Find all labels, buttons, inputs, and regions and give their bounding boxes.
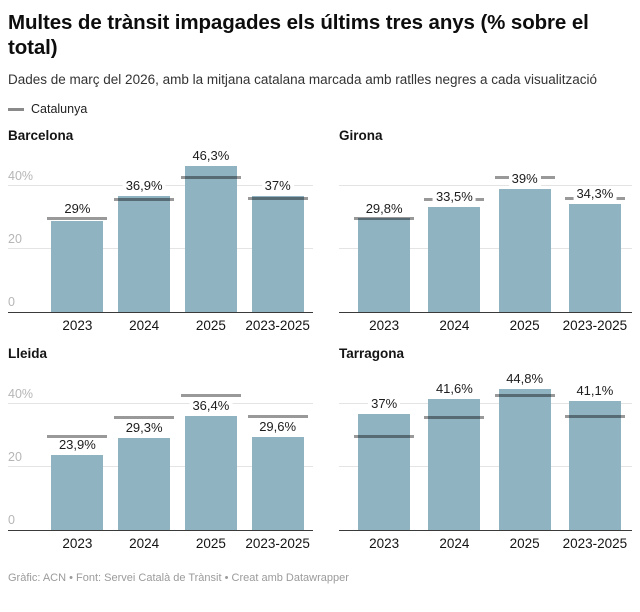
- x-tick-label-2024: 2024: [439, 318, 470, 334]
- legend-label: Catalunya: [31, 102, 88, 117]
- panel-xaxis-girona: 2023 2024 2025 2023-2025: [339, 312, 632, 336]
- x-tick-label-2023: 2023: [62, 536, 93, 552]
- bar-2024: [118, 437, 171, 531]
- panel-girona: Girona 29,8% 33,5% 39% 34,3% 2023 2024 2025 20…: [339, 128, 632, 336]
- bar-2024: [428, 206, 481, 313]
- y-tick-label-20: 20: [8, 449, 22, 464]
- gridline-20: [339, 466, 632, 468]
- bar-2023-2025: [568, 400, 621, 531]
- bar-2025: [184, 166, 237, 313]
- y-tick-label-40: 40%: [8, 386, 34, 401]
- catalunya-mean-marker-2023: [354, 434, 415, 438]
- value-label-2025: 46,3%: [189, 149, 233, 164]
- catalunya-mean-marker-2023-2025: [564, 415, 625, 419]
- value-label-2023-2025: 29,6%: [256, 420, 300, 435]
- panel-plot-tarragona: 37% 41,6% 44,8% 41,1%: [339, 366, 632, 532]
- x-tick-label-2023-2025: 2023-2025: [562, 536, 628, 552]
- panel-xaxis-tarragona: 2023 2024 2025 2023-2025: [339, 530, 632, 554]
- bar-2024: [118, 196, 171, 313]
- catalunya-mean-marker-2023: [47, 216, 108, 220]
- x-tick-label-2023: 2023: [369, 536, 400, 552]
- x-tick-label-2023-2025: 2023-2025: [245, 318, 310, 334]
- x-tick-label-2023-2025: 2023-2025: [245, 536, 310, 552]
- x-tick-label-2025: 2025: [195, 536, 226, 552]
- panel-xaxis-lleida: 2023 2024 2025 2023-2025: [8, 530, 313, 554]
- catalunya-mean-marker-2025: [180, 393, 241, 397]
- catalunya-mean-marker-2025: [494, 393, 555, 397]
- catalunya-mean-marker-2023: [354, 216, 415, 220]
- value-label-2023-2025: 34,3%: [573, 187, 617, 202]
- panel-title-lleida: Lleida: [8, 346, 48, 362]
- y-tick-label-0: 0: [8, 294, 15, 309]
- catalunya-mean-marker-2024: [424, 415, 485, 419]
- value-label-2025: 44,8%: [503, 372, 547, 387]
- x-tick-label-2023: 2023: [369, 318, 400, 334]
- bar-2023-2025: [251, 437, 304, 531]
- x-tick-label-2023-2025: 2023-2025: [562, 318, 628, 334]
- value-label-2024: 36,9%: [122, 179, 166, 194]
- panel-barcelona: Barcelona 0 20 40% 29% 36,9% 46,3% 37% 2023 202…: [8, 128, 313, 336]
- bar-2025: [498, 189, 551, 313]
- panel-title-tarragona: Tarragona: [339, 346, 405, 362]
- y-tick-label-20: 20: [8, 231, 22, 246]
- catalunya-mean-marker-2023-2025: [247, 197, 308, 201]
- value-label-2024: 33,5%: [432, 189, 476, 204]
- catalunya-mean-marker-2025: [180, 175, 241, 179]
- panel-plot-lleida: 0 20 40% 23,9% 29,3% 36,4% 29,6%: [8, 366, 313, 532]
- value-label-2023: 37%: [368, 396, 401, 411]
- catalunya-mean-marker-2024: [114, 197, 175, 201]
- value-label-2024: 29,3%: [122, 420, 166, 435]
- panel-title-barcelona: Barcelona: [8, 128, 74, 144]
- chart-footer-byline: Gràfic: ACN • Font: Servei Català de Trà…: [8, 572, 349, 585]
- bar-2023: [51, 220, 104, 313]
- value-label-2025: 36,4%: [189, 398, 233, 413]
- chart-title: Multes de trànsit impagades els últims t…: [8, 11, 589, 59]
- catalunya-mean-marker-2023: [47, 434, 108, 438]
- panel-plot-girona: 29,8% 33,5% 39% 34,3%: [339, 148, 632, 314]
- y-tick-label-0: 0: [8, 512, 15, 527]
- value-label-2023-2025: 37%: [261, 178, 294, 193]
- panel-tarragona: Tarragona 37% 41,6% 44,8% 41,1% 2023 2024 202…: [339, 346, 632, 554]
- bar-2023: [358, 218, 411, 313]
- value-label-2024: 41,6%: [432, 382, 476, 397]
- panel-title-girona: Girona: [339, 128, 383, 144]
- bar-2023-2025: [568, 204, 621, 313]
- x-tick-label-2024: 2024: [439, 536, 470, 552]
- catalunya-mean-marker-2024: [114, 415, 175, 419]
- panel-plot-barcelona: 0 20 40% 29% 36,9% 46,3% 37%: [8, 148, 313, 314]
- x-tick-label-2025: 2025: [509, 536, 540, 552]
- panel-xaxis-barcelona: 2023 2024 2025 2023-2025: [8, 312, 313, 336]
- value-label-2023-2025: 41,1%: [573, 383, 617, 398]
- x-tick-label-2025: 2025: [195, 318, 226, 334]
- catalunya-mean-dash-icon: [8, 108, 24, 111]
- value-label-2025: 39%: [508, 172, 541, 187]
- bar-2023-2025: [251, 195, 304, 313]
- panel-lleida: Lleida 0 20 40% 23,9% 29,3% 36,4% 29,6% 2023 20…: [8, 346, 313, 554]
- x-tick-label-2025: 2025: [509, 318, 540, 334]
- gridline-40: [339, 403, 632, 405]
- bar-2025: [498, 389, 551, 531]
- value-label-2023: 23,9%: [55, 437, 99, 452]
- value-label-2023: 29,8%: [362, 202, 406, 217]
- bar-2024: [428, 399, 481, 531]
- value-label-2023: 29%: [61, 202, 94, 217]
- x-tick-label-2024: 2024: [129, 318, 160, 334]
- chart-container: Multes de trànsit impagades els últims t…: [8, 11, 632, 585]
- chart-subtitle: Dades de març del 2026, amb la mitjana c…: [8, 72, 598, 87]
- bar-2023: [358, 413, 411, 531]
- gridline-40: [8, 403, 313, 405]
- x-tick-label-2023: 2023: [62, 318, 93, 334]
- x-tick-label-2024: 2024: [129, 536, 160, 552]
- bar-2025: [184, 415, 237, 531]
- small-multiples-grid: Barcelona 0 20 40% 29% 36,9% 46,3% 37% 2023 202…: [8, 128, 632, 554]
- gridline-20: [339, 248, 632, 250]
- bar-2023: [51, 454, 104, 531]
- legend: Catalunya: [8, 102, 632, 116]
- catalunya-mean-marker-2023-2025: [247, 415, 308, 419]
- gridline-40: [339, 185, 632, 187]
- y-tick-label-40: 40%: [8, 168, 34, 183]
